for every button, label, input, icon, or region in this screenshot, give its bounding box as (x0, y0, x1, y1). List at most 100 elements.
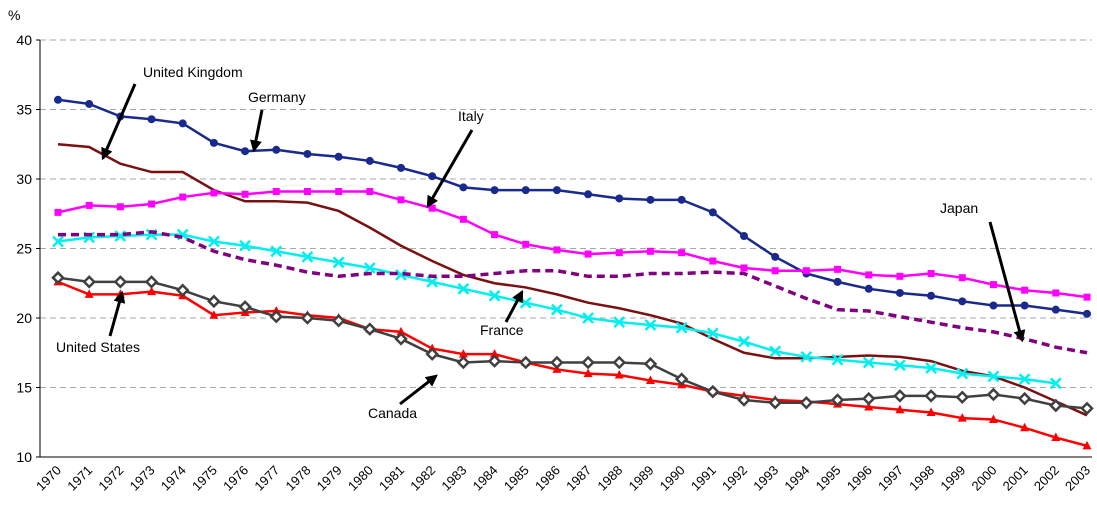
point (144, 275, 159, 289)
point (864, 401, 874, 411)
point (272, 188, 280, 196)
point (553, 246, 561, 254)
point (957, 413, 967, 422)
y-tick-label: 25 (16, 241, 32, 257)
x-tick-label: 1976 (220, 463, 251, 494)
point (831, 353, 844, 366)
point (989, 301, 998, 310)
point (54, 208, 62, 216)
y-tick-label: 30 (16, 171, 32, 187)
point (799, 396, 814, 410)
x-tick-label: 1970 (33, 463, 64, 494)
point (179, 193, 187, 201)
point (332, 256, 345, 269)
point (927, 291, 936, 300)
point (614, 369, 624, 379)
series-label: United Kingdom (143, 64, 243, 80)
x-tick-label: 1992 (719, 463, 750, 494)
point (1082, 440, 1092, 450)
point (927, 270, 935, 278)
point (113, 275, 128, 289)
point (241, 190, 249, 198)
point (490, 349, 500, 358)
point (269, 309, 284, 324)
point (52, 235, 64, 248)
series-label: Germany (248, 89, 306, 105)
point (82, 275, 96, 289)
point (612, 355, 627, 370)
point (395, 269, 407, 281)
point (1052, 289, 1060, 297)
point (425, 347, 439, 361)
point (956, 367, 969, 380)
point (1020, 301, 1029, 310)
point (491, 231, 499, 239)
series-line (57, 280, 1088, 448)
point (1051, 432, 1061, 442)
point (583, 368, 593, 378)
x-tick-label: 1988 (594, 463, 625, 494)
series (57, 143, 1088, 417)
point (521, 186, 530, 195)
point (800, 351, 813, 363)
point (459, 183, 468, 192)
point (1051, 305, 1060, 314)
annotation-arrow (108, 290, 126, 337)
point (428, 204, 436, 212)
point (584, 190, 593, 199)
point (706, 384, 720, 399)
x-tick-label: 2001 (1000, 463, 1031, 494)
point (833, 277, 842, 286)
point (209, 138, 218, 147)
y-tick-label: 15 (16, 380, 32, 396)
x-tick-label: 1995 (813, 463, 844, 494)
point (239, 239, 251, 252)
point (581, 355, 595, 370)
point (896, 272, 904, 280)
point (208, 235, 220, 248)
y-tick-label: 35 (16, 102, 32, 118)
point (958, 274, 966, 282)
point (584, 250, 592, 258)
point (301, 250, 314, 263)
x-tick-label: 1980 (345, 463, 376, 494)
point (490, 186, 499, 195)
point (147, 115, 156, 124)
x-tick-label: 1997 (875, 463, 906, 494)
point (1017, 391, 1032, 406)
point (458, 349, 468, 358)
x-tick-label: 1985 (501, 463, 532, 494)
point (209, 310, 219, 319)
point (989, 281, 997, 289)
annotation-arrow (101, 83, 137, 161)
point (551, 303, 563, 316)
point (834, 265, 842, 273)
point (709, 257, 717, 265)
point (522, 240, 530, 248)
series-label: France (480, 322, 524, 338)
x-tick-label: 1999 (937, 463, 968, 494)
x-tick-label: 1998 (906, 463, 937, 494)
point (426, 275, 439, 288)
point (303, 149, 312, 158)
x-tick-label: 1977 (251, 463, 282, 494)
point (85, 99, 94, 108)
point (331, 314, 346, 328)
point (895, 288, 904, 297)
point (768, 396, 782, 410)
point (644, 319, 657, 331)
series-label: Italy (458, 108, 484, 124)
point (1049, 398, 1063, 413)
point (740, 231, 748, 240)
point (862, 356, 875, 369)
point (488, 289, 501, 302)
point (54, 95, 62, 104)
point (646, 247, 654, 255)
point (147, 286, 157, 296)
point (615, 194, 624, 203)
x-tick-label: 1986 (532, 463, 563, 494)
series (58, 230, 1088, 355)
x-tick-label: 1979 (314, 463, 345, 494)
point (210, 189, 218, 197)
point (895, 404, 905, 414)
